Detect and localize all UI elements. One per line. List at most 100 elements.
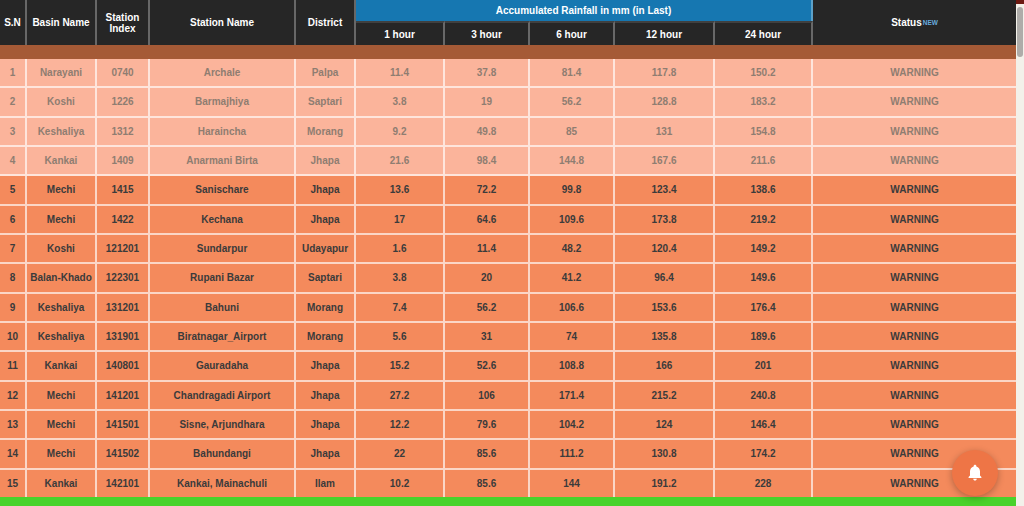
cell-1-hour: 10.2 xyxy=(356,470,445,497)
cell-12-hour: 215.2 xyxy=(615,382,715,409)
cell-sn: 2 xyxy=(0,88,27,115)
header-6-hour: 6 hour xyxy=(530,21,615,45)
cell-3-hour: 98.4 xyxy=(445,147,530,174)
cell-sn: 8 xyxy=(0,264,27,291)
cell-station-name: Biratnagar_Airport xyxy=(150,323,296,350)
cell-status: WARNING xyxy=(813,176,1016,203)
cell-district: Morang xyxy=(296,294,356,321)
cell-basin-name: Kankai xyxy=(27,352,97,379)
cell-district: Morang xyxy=(296,323,356,350)
cell-status: WARNING xyxy=(813,59,1016,86)
cell-1-hour: 17 xyxy=(356,206,445,233)
cell-basin-name: Mechi xyxy=(27,440,97,467)
vertical-scrollbar[interactable] xyxy=(1016,0,1024,506)
cell-24-hour: 211.6 xyxy=(715,147,813,174)
cell-status: WARNING xyxy=(813,235,1016,262)
separator-row xyxy=(0,45,1016,59)
cell-12-hour: 120.4 xyxy=(615,235,715,262)
table-row: 10 Keshaliya 131901 Biratnagar_Airport M… xyxy=(0,323,1016,352)
scrollbar-thumb[interactable] xyxy=(1017,7,1023,57)
cell-sn: 11 xyxy=(0,352,27,379)
cell-sn: 9 xyxy=(0,294,27,321)
cell-24-hour: 240.8 xyxy=(715,382,813,409)
cell-sn: 5 xyxy=(0,176,27,203)
cell-status: WARNING xyxy=(813,352,1016,379)
cell-6-hour: 85 xyxy=(530,118,615,145)
cell-12-hour: 135.8 xyxy=(615,323,715,350)
cell-24-hour: 219.2 xyxy=(715,206,813,233)
cell-3-hour: 56.2 xyxy=(445,294,530,321)
cell-sn: 6 xyxy=(0,206,27,233)
cell-3-hour: 64.6 xyxy=(445,206,530,233)
cell-12-hour: 166 xyxy=(615,352,715,379)
cell-sn: 3 xyxy=(0,118,27,145)
table-row: 12 Mechi 141201 Chandragadi Airport Jhap… xyxy=(0,382,1016,411)
cell-basin-name: Balan-Khado xyxy=(27,264,97,291)
header-24-hour: 24 hour xyxy=(715,21,813,45)
cell-station-name: Sundarpur xyxy=(150,235,296,262)
table-row: 13 Mechi 141501 Sisne, Arjundhara Jhapa … xyxy=(0,411,1016,440)
cell-sn: 14 xyxy=(0,440,27,467)
cell-12-hour: 124 xyxy=(615,411,715,438)
cell-24-hour: 149.2 xyxy=(715,235,813,262)
cell-6-hour: 41.2 xyxy=(530,264,615,291)
cell-sn: 12 xyxy=(0,382,27,409)
table-row: 7 Koshi 121201 Sundarpur Udayapur 1.6 11… xyxy=(0,235,1016,264)
cell-3-hour: 79.6 xyxy=(445,411,530,438)
cell-3-hour: 19 xyxy=(445,88,530,115)
cell-station-name: Barmajhiya xyxy=(150,88,296,115)
cell-12-hour: 191.2 xyxy=(615,470,715,497)
cell-station-index: 1226 xyxy=(97,88,150,115)
cell-district: Jhapa xyxy=(296,440,356,467)
cell-12-hour: 123.4 xyxy=(615,176,715,203)
cell-basin-name: Keshaliya xyxy=(27,323,97,350)
cell-6-hour: 108.8 xyxy=(530,352,615,379)
cell-sn: 15 xyxy=(0,470,27,497)
cell-1-hour: 3.8 xyxy=(356,88,445,115)
cell-24-hour: 176.4 xyxy=(715,294,813,321)
table-row: 2 Koshi 1226 Barmajhiya Saptari 3.8 19 5… xyxy=(0,88,1016,117)
cell-station-index: 131201 xyxy=(97,294,150,321)
cell-station-index: 142101 xyxy=(97,470,150,497)
notification-bell-button[interactable] xyxy=(952,450,998,496)
cell-12-hour: 117.8 xyxy=(615,59,715,86)
cell-3-hour: 49.8 xyxy=(445,118,530,145)
cell-basin-name: Kankai xyxy=(27,470,97,497)
cell-24-hour: 201 xyxy=(715,352,813,379)
cell-district: Udayapur xyxy=(296,235,356,262)
cell-1-hour: 3.8 xyxy=(356,264,445,291)
cell-basin-name: Mechi xyxy=(27,411,97,438)
cell-station-index: 121201 xyxy=(97,235,150,262)
cell-station-name: Bahundangi xyxy=(150,440,296,467)
cell-3-hour: 85.6 xyxy=(445,470,530,497)
table-row: 4 Kankai 1409 Anarmani Birta Jhapa 21.6 … xyxy=(0,147,1016,176)
cell-24-hour: 149.6 xyxy=(715,264,813,291)
cell-6-hour: 104.2 xyxy=(530,411,615,438)
cell-3-hour: 106 xyxy=(445,382,530,409)
table-header: S.N Basin Name Station Index Station Nam… xyxy=(0,0,1016,45)
table-row: 6 Mechi 1422 Kechana Jhapa 17 64.6 109.6… xyxy=(0,206,1016,235)
cell-basin-name: Mechi xyxy=(27,206,97,233)
cell-basin-name: Narayani xyxy=(27,59,97,86)
cell-station-index: 122301 xyxy=(97,264,150,291)
bell-icon xyxy=(965,463,985,483)
cell-sn: 13 xyxy=(0,411,27,438)
scrollbar-top-cap xyxy=(1016,0,1024,4)
cell-station-name: Archale xyxy=(150,59,296,86)
cell-1-hour: 5.6 xyxy=(356,323,445,350)
header-3-hour: 3 hour xyxy=(445,21,530,45)
cell-12-hour: 167.6 xyxy=(615,147,715,174)
cell-district: Ilam xyxy=(296,470,356,497)
cell-sn: 4 xyxy=(0,147,27,174)
header-12-hour: 12 hour xyxy=(615,21,715,45)
header-status: StatusNEW xyxy=(813,0,1016,45)
cell-status: WARNING xyxy=(813,264,1016,291)
cell-1-hour: 13.6 xyxy=(356,176,445,203)
cell-3-hour: 37.8 xyxy=(445,59,530,86)
cell-24-hour: 150.2 xyxy=(715,59,813,86)
cell-station-name: Bahuni xyxy=(150,294,296,321)
cell-station-index: 141501 xyxy=(97,411,150,438)
cell-basin-name: Mechi xyxy=(27,176,97,203)
header-sn: S.N xyxy=(0,0,27,45)
cell-station-name: Rupani Bazar xyxy=(150,264,296,291)
